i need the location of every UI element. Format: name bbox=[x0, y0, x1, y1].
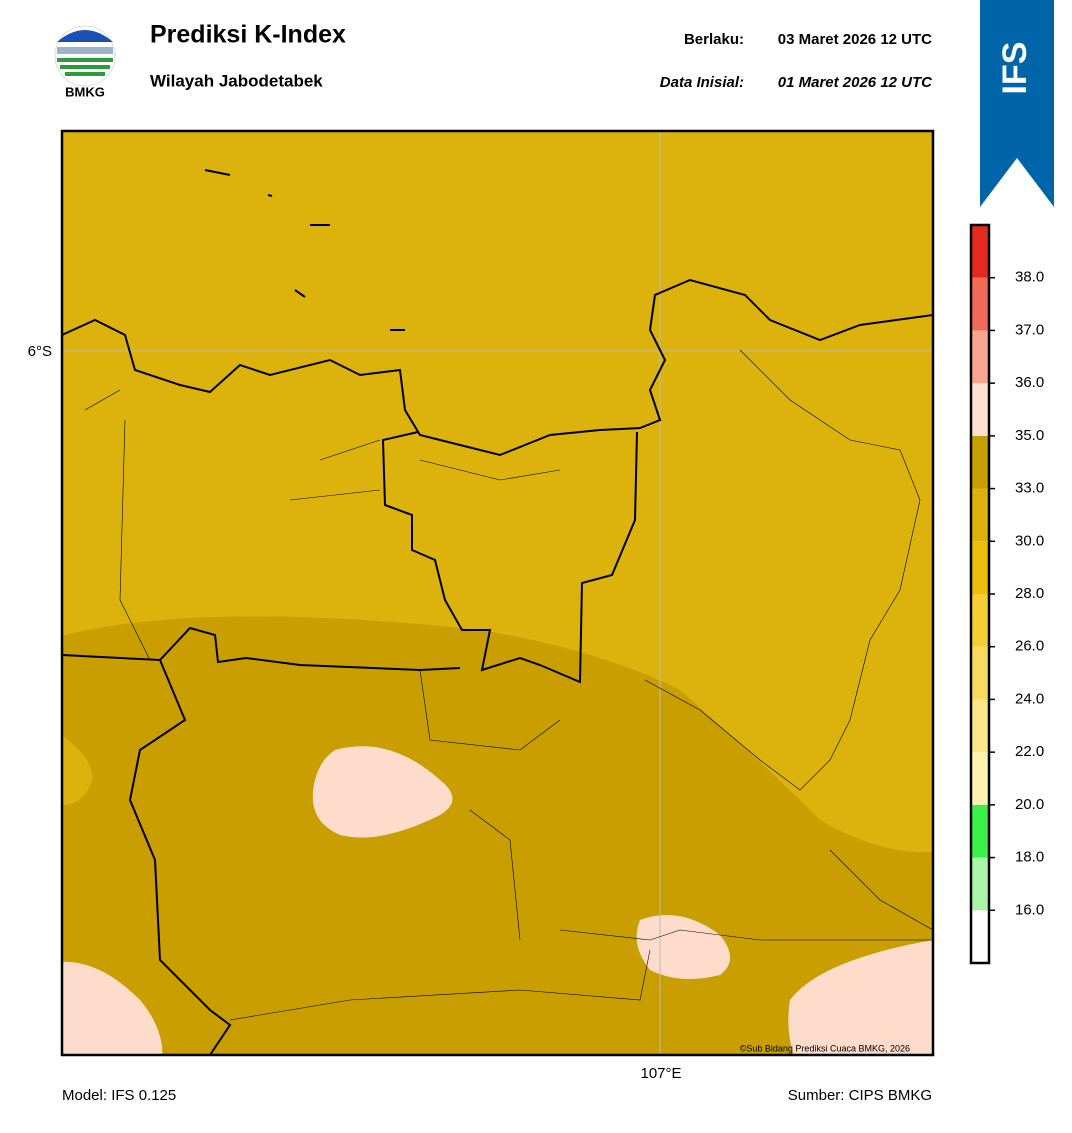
colorbar-segment bbox=[971, 910, 989, 963]
lat-label: 6°S bbox=[28, 343, 52, 360]
colorbar: 16.0 18.0 20.0 22.0 24.0 26.0 28.0 30.0 33.0 35.0… bbox=[969, 223, 1044, 965]
colorbar-tick-label: 18.0 bbox=[1015, 849, 1044, 866]
colorbar-tick-label: 20.0 bbox=[1015, 796, 1044, 813]
init-label: Data Inisial: bbox=[660, 74, 744, 91]
colorbar-segment bbox=[971, 646, 989, 700]
lon-label: 107°E bbox=[640, 1065, 681, 1082]
colorbar-tick-label: 26.0 bbox=[1015, 638, 1044, 655]
colorbar-tick-label: 28.0 bbox=[1015, 585, 1044, 602]
colorbar-segment bbox=[971, 488, 989, 542]
colorbar-segment bbox=[971, 435, 989, 489]
init-time: 01 Maret 2026 12 UTC bbox=[778, 74, 933, 91]
colorbar-segment bbox=[971, 330, 989, 384]
model: Model: IFS 0.125 bbox=[62, 1087, 176, 1104]
colorbar-tick-label: 38.0 bbox=[1015, 269, 1044, 286]
valid-time: 03 Maret 2026 12 UTC bbox=[778, 31, 932, 48]
colorbar-segment bbox=[971, 857, 989, 911]
source: Sumber: CIPS BMKG bbox=[788, 1087, 932, 1104]
colorbar-segment bbox=[971, 699, 989, 753]
colorbar-segment bbox=[971, 225, 989, 278]
colorbar-tick-label: 30.0 bbox=[1015, 532, 1044, 549]
colorbar-tick-label: 22.0 bbox=[1015, 743, 1044, 760]
badge bbox=[980, 0, 1054, 207]
valid-label: Berlaku: bbox=[684, 31, 744, 48]
map bbox=[62, 131, 933, 1055]
colorbar-segment bbox=[971, 541, 989, 594]
logo-text: BMKG bbox=[65, 84, 105, 99]
subtitle: Wilayah Jabodetabek bbox=[150, 71, 323, 90]
colorbar-segment bbox=[971, 383, 989, 436]
colorbar-segment bbox=[971, 277, 989, 331]
colorbar-tick-label: 37.0 bbox=[1015, 321, 1044, 338]
logo bbox=[54, 25, 116, 87]
colorbar-tick-label: 33.0 bbox=[1015, 480, 1044, 497]
map-frame bbox=[60, 129, 935, 1057]
title: Prediksi K-Index bbox=[150, 21, 346, 49]
colorbar-tick-label: 24.0 bbox=[1015, 690, 1044, 707]
colorbar-tick-label: 16.0 bbox=[1015, 901, 1044, 918]
colorbar-tick-label: 35.0 bbox=[1015, 427, 1044, 444]
colorbar-segment bbox=[971, 752, 989, 805]
badge-text: IFS bbox=[996, 42, 1034, 95]
credit: ©Sub Bidang Prediksi Cuaca BMKG, 2026 bbox=[740, 1043, 910, 1053]
colorbar-segment bbox=[971, 804, 989, 858]
colorbar-tick-label: 36.0 bbox=[1015, 374, 1044, 391]
colorbar-segment bbox=[971, 594, 989, 647]
